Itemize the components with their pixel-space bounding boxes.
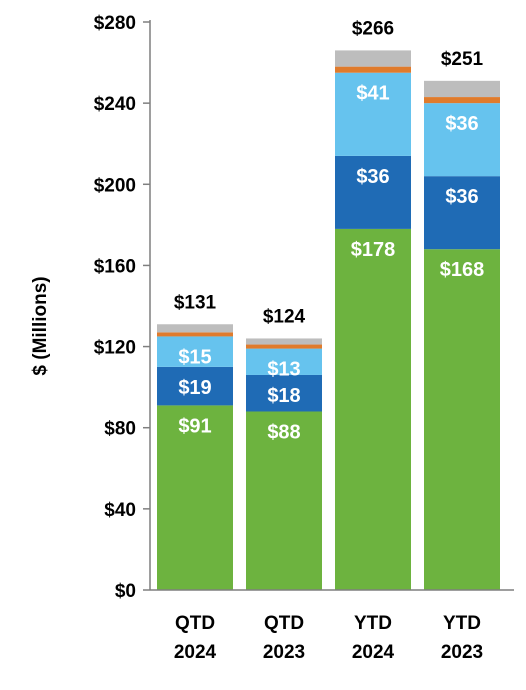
- y-axis: $0 $40 $80 $120 $160 $200 $240 $280: [94, 13, 151, 602]
- bar-segment: [335, 66, 411, 73]
- segment-value-label: $41: [356, 83, 389, 105]
- segment-value-label: $88: [267, 421, 300, 443]
- segment-value-label: $178: [351, 239, 396, 261]
- bar-segment: [335, 50, 411, 67]
- bar-total-label: $266: [352, 18, 394, 39]
- y-tick-label: $280: [94, 13, 136, 34]
- segment-value-label: $13: [267, 359, 300, 381]
- bar-segment: [246, 338, 322, 345]
- x-tick-label: YTD 2024: [352, 613, 395, 663]
- bar-total-label: $124: [263, 306, 306, 327]
- x-tick-label: YTD 2023: [441, 613, 483, 663]
- y-axis-title: $ (Millions): [30, 276, 51, 375]
- bars-group: $91 $19 $15 $131 $88 $18 $13 $124 $178 $36 $41 $266…: [157, 18, 500, 590]
- y-tick-label: $160: [94, 256, 136, 277]
- segment-value-label: $36: [356, 166, 389, 188]
- bar-segment: [424, 103, 500, 177]
- segment-value-label: $18: [267, 385, 300, 407]
- bar-segment: [424, 249, 500, 590]
- segment-value-label: $91: [178, 415, 211, 437]
- bar-segment: [246, 374, 322, 412]
- segment-value-label: $15: [178, 346, 211, 368]
- bar-segment: [246, 348, 322, 375]
- bar-total-label: $251: [441, 49, 484, 70]
- bar-total-label: $131: [174, 292, 217, 313]
- bar-segment: [246, 411, 322, 590]
- bar-segment: [424, 176, 500, 250]
- bar-segment: [335, 72, 411, 156]
- x-tick-label: QTD 2023: [263, 613, 305, 663]
- bar-segment: [157, 324, 233, 333]
- y-tick-label: $240: [94, 94, 136, 115]
- bar-segment: [157, 336, 233, 367]
- bar-segment: [424, 80, 500, 98]
- bar-segment: [246, 344, 322, 349]
- y-tick-label: $200: [94, 175, 136, 196]
- bar-segment: [157, 405, 233, 590]
- bar-segment: [424, 97, 500, 104]
- bar-segment: [157, 366, 233, 406]
- x-axis: QTD 2024 QTD 2023 YTD 2024 YTD 2023: [150, 589, 514, 663]
- segment-value-label: $36: [445, 186, 478, 208]
- y-tick-label: $0: [115, 581, 136, 602]
- y-tick-label: $120: [94, 338, 136, 359]
- y-tick-label: $80: [104, 419, 136, 440]
- bar-segment: [157, 332, 233, 337]
- y-tick-label: $40: [104, 500, 136, 521]
- segment-value-label: $168: [440, 259, 485, 281]
- bar-segment: [335, 155, 411, 229]
- segment-value-label: $36: [445, 113, 478, 135]
- x-tick-label: QTD 2024: [174, 613, 217, 663]
- bar-segment: [335, 228, 411, 590]
- segment-value-label: $19: [178, 377, 211, 399]
